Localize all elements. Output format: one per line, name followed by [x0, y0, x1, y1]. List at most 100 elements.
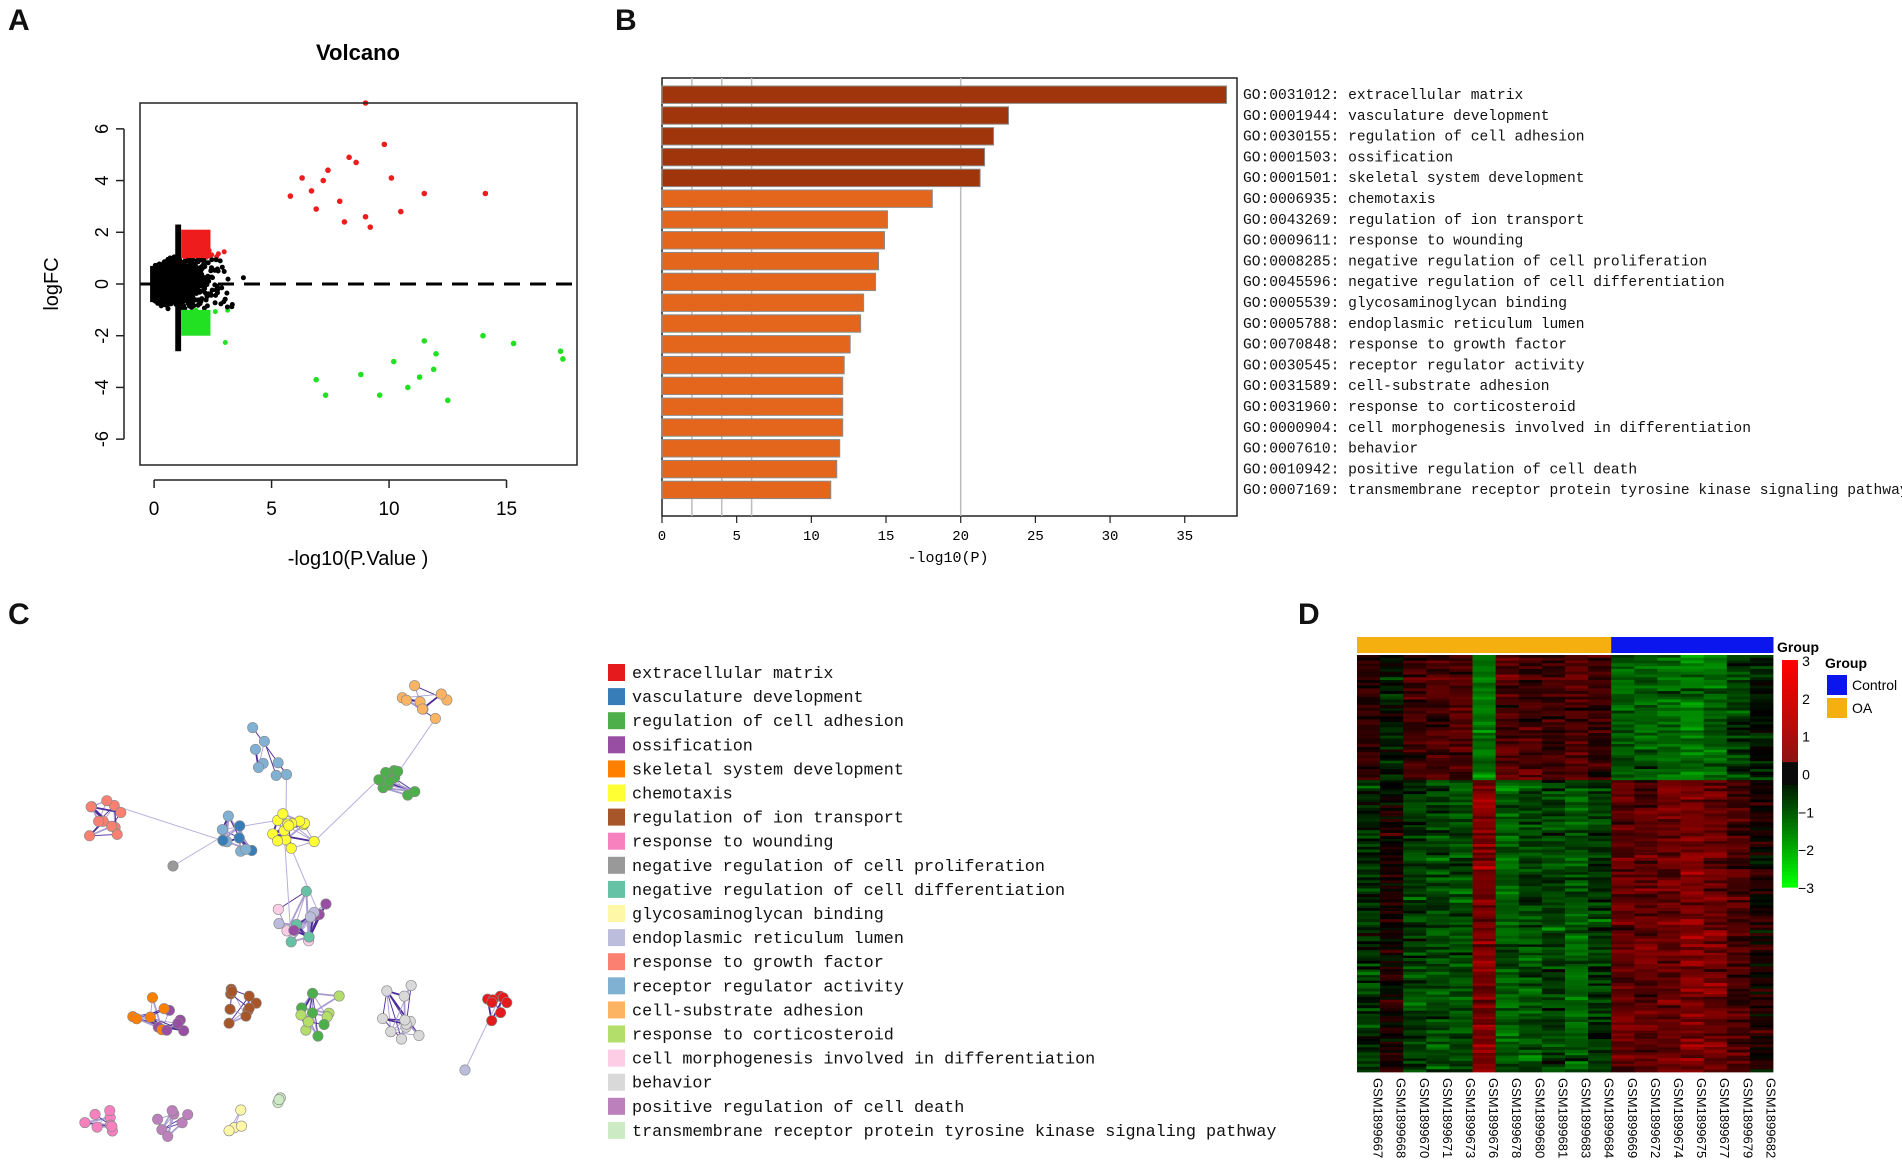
- heatmap-cell-block: [1634, 944, 1658, 948]
- volcano-y-tick-label: 6: [92, 124, 112, 134]
- heatmap-cell-block: [1588, 744, 1612, 748]
- heatmap-cell-block: [1588, 1013, 1612, 1017]
- heatmap-cell-block: [1726, 1047, 1751, 1051]
- heatmap-cell-block: [1588, 824, 1612, 828]
- heatmap-cell-block: [1634, 988, 1658, 992]
- go-x-tick-label: 30: [1102, 529, 1119, 545]
- heatmap-cell-block: [1426, 955, 1450, 959]
- heatmap-cell-block: [1588, 757, 1612, 762]
- heatmap-cell-block: [1726, 1038, 1751, 1042]
- heatmap-cell-block: [1472, 871, 1497, 875]
- heatmap-cell-block: [1403, 1013, 1427, 1017]
- heatmap-cell-block: [1380, 1047, 1404, 1051]
- heatmap-cell-block: [1565, 949, 1589, 953]
- heatmap-cell-block: [1726, 799, 1751, 803]
- heatmap-cell-block: [1426, 1002, 1450, 1006]
- heatmap-cell-block: [1726, 866, 1751, 870]
- heatmap-cell-block: [1380, 1016, 1404, 1020]
- heatmap-colorbar-step: [1782, 690, 1798, 695]
- heatmap-cell-block: [1611, 1055, 1635, 1059]
- heatmap-cell-block: [1357, 991, 1381, 995]
- heatmap-cell-block: [1565, 738, 1589, 742]
- heatmap-cell-block: [1611, 935, 1635, 939]
- go-term-label: GO:0030545: receptor regulator activity: [1243, 358, 1585, 374]
- heatmap-cell-block: [1611, 1030, 1635, 1034]
- heatmap-cell-block: [1380, 771, 1404, 775]
- heatmap-cell-block: [1680, 727, 1705, 731]
- heatmap-cell-block: [1726, 680, 1751, 684]
- heatmap-cell-block: [1703, 802, 1728, 806]
- heatmap-cell-block: [1565, 746, 1589, 750]
- go-bar: [661, 376, 844, 396]
- heatmap-cell-block: [1634, 999, 1658, 1003]
- heatmap-cell-block: [1541, 891, 1566, 895]
- heatmap-cell-block: [1449, 724, 1473, 728]
- heatmap-cell-block: [1634, 899, 1658, 903]
- heatmap-cell-block: [1680, 1022, 1705, 1026]
- heatmap-cell-block: [1541, 746, 1566, 750]
- network-node-behavior: [398, 990, 410, 1002]
- heatmap-cell-block: [1357, 941, 1381, 945]
- heatmap-cell-block: [1449, 933, 1473, 937]
- heatmap-cell-block: [1611, 657, 1635, 661]
- network-legend-swatch: [608, 905, 625, 922]
- heatmap-cell-block: [1403, 691, 1427, 695]
- heatmap-cell-block: [1726, 702, 1751, 711]
- heatmap-colorbar-step: [1782, 841, 1798, 846]
- heatmap-cell-block: [1449, 924, 1473, 928]
- heatmap-cell-block: [1634, 994, 1658, 998]
- heatmap-cell-block: [1703, 663, 1728, 667]
- network-node-ossification: [178, 1025, 190, 1037]
- heatmap-column: [1357, 655, 1381, 1073]
- heatmap-cell-block: [1449, 668, 1473, 673]
- heatmap-cell-block: [1588, 721, 1612, 742]
- heatmap-cell-block: [1703, 805, 1728, 809]
- heatmap-sample-label: GSM1899673: [1463, 1078, 1478, 1158]
- heatmap-cell-block: [1611, 1041, 1635, 1045]
- heatmap-group-cell: [1449, 637, 1474, 653]
- heatmap-cell-block: [1426, 802, 1450, 806]
- heatmap-cell-block: [1403, 732, 1427, 742]
- heatmap-cell-block: [1634, 705, 1658, 709]
- heatmap-cell-block: [1634, 980, 1658, 984]
- heatmap-cell-block: [1495, 766, 1520, 770]
- network-node-growth-factor: [85, 801, 97, 813]
- heatmap-cell-block: [1472, 971, 1497, 981]
- heatmap-cell-block: [1449, 1038, 1473, 1042]
- heatmap-cell-block: [1611, 899, 1635, 920]
- network-node-receptor: [252, 761, 264, 773]
- heatmap-cell-block: [1426, 971, 1450, 976]
- heatmap-cell-block: [1680, 977, 1705, 981]
- heatmap-cell-block: [1588, 855, 1612, 859]
- heatmap-cell-block: [1634, 849, 1658, 853]
- heatmap-cell-block: [1565, 821, 1589, 825]
- heatmap-cell-block: [1680, 1024, 1705, 1028]
- heatmap-cell-block: [1518, 933, 1543, 937]
- heatmap-cell-block: [1541, 682, 1566, 706]
- heatmap-cell-block: [1426, 724, 1450, 728]
- heatmap-sample-label: GSM1899676: [1486, 1078, 1501, 1158]
- heatmap-cell-block: [1495, 760, 1520, 764]
- heatmap-cell-block: [1726, 860, 1751, 864]
- heatmap-cell-block: [1426, 749, 1450, 753]
- heatmap-cell-block: [1703, 1002, 1728, 1006]
- heatmap-group-cell: [1726, 637, 1751, 653]
- heatmap-colorbar-tick: 3: [1802, 653, 1810, 669]
- heatmap-cell-block: [1541, 938, 1566, 942]
- heatmap-cell-block: [1565, 718, 1589, 723]
- heatmap-cell-block: [1403, 702, 1427, 706]
- heatmap-cell-block: [1611, 855, 1635, 859]
- heatmap-cell-block: [1588, 741, 1612, 745]
- heatmap-cell-block: [1495, 855, 1520, 859]
- network-node-differentiation: [273, 918, 285, 930]
- heatmap-cell-block: [1657, 718, 1681, 723]
- heatmap-cell-block: [1703, 1019, 1728, 1023]
- heatmap-cell-block: [1426, 699, 1450, 703]
- heatmap-cell-block: [1726, 807, 1751, 812]
- heatmap-cell-block: [1357, 1024, 1381, 1028]
- heatmap-cell-block: [1611, 874, 1635, 878]
- volcano-point-up: [482, 190, 489, 197]
- heatmap-colorbar-step: [1782, 769, 1798, 775]
- heatmap-cell-block: [1357, 821, 1381, 825]
- heatmap-sample-label: GSM1899682: [1763, 1078, 1778, 1158]
